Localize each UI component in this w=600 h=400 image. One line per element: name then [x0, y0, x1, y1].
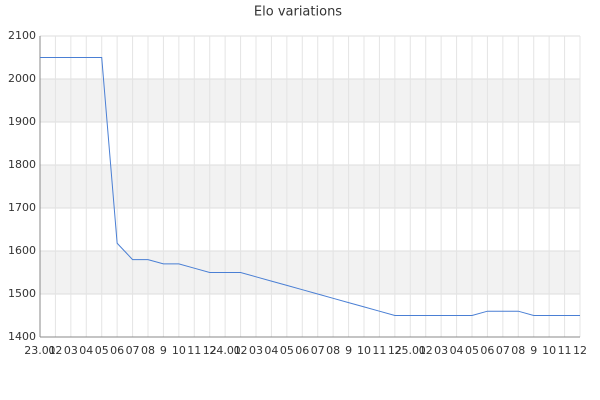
x-tick-label: 9 — [530, 344, 537, 357]
x-tick-label: 11 — [372, 344, 386, 357]
y-tick-label: 2000 — [8, 72, 36, 85]
grid-band — [40, 79, 580, 122]
y-tick-label: 1500 — [8, 287, 36, 300]
x-tick-label: 02 — [48, 344, 62, 357]
x-tick-label: 24.01 — [209, 344, 241, 357]
x-tick-label: 05 — [280, 344, 294, 357]
x-tick-label: 07 — [311, 344, 325, 357]
x-tick-label: 23.01 — [24, 344, 56, 357]
x-tick-label: 02 — [234, 344, 248, 357]
x-tick-label: 10 — [357, 344, 371, 357]
x-tick-label: 03 — [64, 344, 78, 357]
grid-band — [40, 251, 580, 294]
x-tick-label: 11 — [187, 344, 201, 357]
line — [40, 57, 580, 316]
x-tick-label: 07 — [126, 344, 140, 357]
x-tick-label: 12 — [388, 344, 402, 357]
x-tick-label: 08 — [326, 344, 340, 357]
x-tick-label: 12 — [573, 344, 587, 357]
x-tick-label: 11 — [558, 344, 572, 357]
x-tick-label: 06 — [110, 344, 124, 357]
x-tick-label: 05 — [465, 344, 479, 357]
y-tick-label: 1400 — [8, 330, 36, 343]
x-tick-label: 06 — [480, 344, 494, 357]
x-tick-label: 04 — [264, 344, 278, 357]
x-tick-label: 10 — [542, 344, 556, 357]
x-tick-label: 10 — [172, 344, 186, 357]
chart-title: Elo variations — [254, 5, 342, 20]
x-tick-label: 04 — [450, 344, 464, 357]
y-tick-label: 1700 — [8, 201, 36, 214]
x-tick-label: 25.01 — [395, 344, 427, 357]
y-tick-label: 2100 — [8, 29, 36, 42]
x-tick-label: 04 — [79, 344, 93, 357]
y-tick-label: 1600 — [8, 244, 36, 257]
x-tick-label: 06 — [295, 344, 309, 357]
x-tick-label: 03 — [249, 344, 263, 357]
x-tick-label: 03 — [434, 344, 448, 357]
x-tick-label: 9 — [160, 344, 167, 357]
x-tick-label: 08 — [141, 344, 155, 357]
x-tick-label: 12 — [203, 344, 217, 357]
x-tick-label: 9 — [345, 344, 352, 357]
y-tick-label: 1800 — [8, 158, 36, 171]
grid-band — [40, 165, 580, 208]
x-tick-label: 02 — [419, 344, 433, 357]
x-tick-label: 07 — [496, 344, 510, 357]
x-tick-label: 08 — [511, 344, 525, 357]
y-tick-label: 1900 — [8, 115, 36, 128]
x-tick-label: 05 — [95, 344, 109, 357]
